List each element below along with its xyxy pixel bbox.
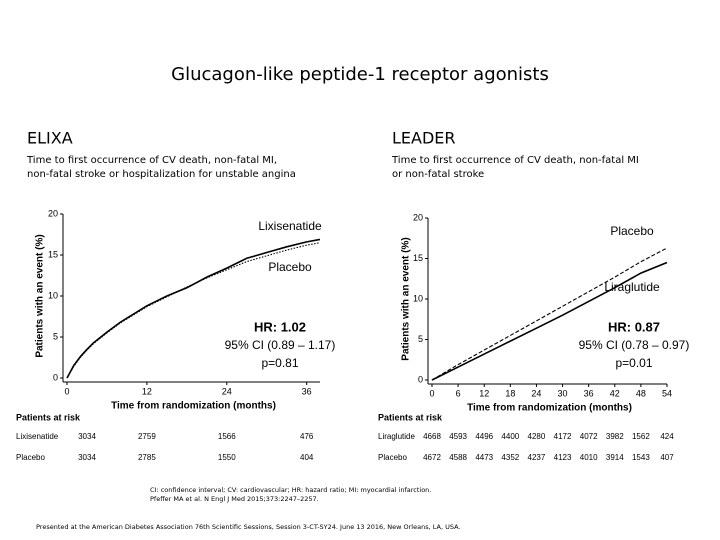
x-tick-label: 54	[662, 388, 672, 398]
at-risk-value: 3982	[606, 432, 624, 441]
at-risk-value: 3034	[78, 453, 96, 462]
at-risk-value: 407	[660, 453, 674, 462]
x-tick-label: 36	[584, 388, 594, 398]
x-tick-label: 24	[222, 386, 232, 396]
footer: Presented at the American Diabetes Assoc…	[36, 523, 461, 531]
x-tick-label: 18	[505, 388, 515, 398]
at-risk-label: Placebo	[378, 453, 407, 462]
annotation: 95% CI (0.78 – 0.97)	[579, 338, 690, 352]
at-risk-value: 3914	[606, 453, 624, 462]
y-axis-label: Patients with an event (%)	[35, 234, 46, 357]
slide-title: Glucagon-like peptide-1 receptor agonist…	[171, 64, 549, 85]
chart-title: ELIXA	[27, 129, 73, 148]
annotation: HR: 1.02	[254, 319, 306, 334]
x-axis-label: Time from randomization (months)	[467, 403, 632, 414]
x-tick-label: 6	[456, 388, 461, 398]
series-line	[431, 247, 668, 381]
annotation: p=0.01	[615, 356, 652, 370]
chart-subtitle: Time to first occurrence of CV death, no…	[391, 155, 639, 166]
footnote: Pfeffer MA et al. N Engl J Med 2015;373:…	[150, 495, 319, 503]
x-tick-label: 48	[636, 388, 646, 398]
series-label: Lixisenatide	[258, 219, 322, 233]
at-risk-value: 4352	[501, 453, 519, 462]
at-risk-value: 4588	[449, 453, 467, 462]
annotation: p=0.81	[261, 356, 298, 370]
at-risk-value: 1562	[632, 432, 650, 441]
at-risk-value: 4010	[580, 453, 598, 462]
y-tick-label: 20	[48, 208, 58, 218]
at-risk-label: Liraglutide	[378, 432, 415, 441]
x-tick-label: 36	[302, 386, 312, 396]
at-risk-value: 4172	[554, 432, 572, 441]
at-risk-label: Placebo	[16, 453, 45, 462]
at-risk-value: 4280	[528, 432, 546, 441]
at-risk-value: 4473	[475, 453, 493, 462]
y-tick-label: 10	[413, 293, 423, 303]
at-risk-value: 4123	[554, 453, 572, 462]
at-risk-value: 476	[300, 432, 314, 441]
series-label: Placebo	[268, 260, 312, 274]
chart-subtitle: Time to first occurrence of CV death, no…	[26, 155, 277, 166]
y-tick-label: 10	[48, 290, 58, 300]
x-tick-label: 0	[429, 388, 434, 398]
at-risk-value: 4072	[580, 432, 598, 441]
at-risk-value: 1566	[218, 432, 236, 441]
footnote: CI: confidence interval; CV: cardiovascu…	[150, 486, 431, 494]
at-risk-value: 2785	[138, 453, 156, 462]
at-risk-title: Patients at risk	[378, 412, 443, 422]
annotation: HR: 0.87	[608, 319, 660, 334]
at-risk-value: 4400	[501, 432, 519, 441]
at-risk-value: 4668	[423, 432, 441, 441]
chart-subtitle: non-fatal stroke or hospitalization for …	[27, 169, 296, 180]
x-tick-label: 24	[531, 388, 541, 398]
x-tick-label: 30	[558, 388, 568, 398]
at-risk-title: Patients at risk	[16, 412, 81, 422]
at-risk-value: 404	[300, 453, 314, 462]
y-tick-label: 20	[413, 212, 423, 222]
series-label: Liraglutide	[604, 280, 660, 294]
chart-subtitle: or non-fatal stroke	[392, 169, 484, 180]
at-risk-value: 424	[660, 432, 674, 441]
at-risk-value: 4672	[423, 453, 441, 462]
at-risk-value: 4237	[528, 453, 546, 462]
series-label: Placebo	[610, 224, 654, 238]
x-tick-label: 0	[64, 386, 69, 396]
x-tick-label: 42	[610, 388, 620, 398]
annotation: 95% CI (0.89 – 1.17)	[225, 338, 336, 352]
at-risk-value: 1543	[632, 453, 650, 462]
at-risk-label: Lixisenatide	[16, 432, 59, 441]
y-tick-label: 5	[418, 334, 423, 344]
at-risk-value: 1550	[218, 453, 236, 462]
y-axis-label: Patients with an event (%)	[401, 237, 412, 360]
at-risk-value: 2759	[138, 432, 156, 441]
y-tick-label: 15	[48, 249, 58, 259]
at-risk-value: 4496	[475, 432, 493, 441]
at-risk-value: 4593	[449, 432, 467, 441]
chart-title: LEADER	[392, 129, 456, 148]
x-tick-label: 12	[479, 388, 489, 398]
x-axis-label: Time from randomization (months)	[111, 401, 276, 412]
y-tick-label: 0	[53, 372, 58, 382]
at-risk-value: 3034	[78, 432, 96, 441]
x-tick-label: 12	[142, 386, 152, 396]
series-line	[431, 261, 668, 381]
y-tick-label: 5	[53, 331, 58, 341]
y-tick-label: 15	[413, 253, 423, 263]
y-tick-label: 0	[418, 374, 423, 384]
